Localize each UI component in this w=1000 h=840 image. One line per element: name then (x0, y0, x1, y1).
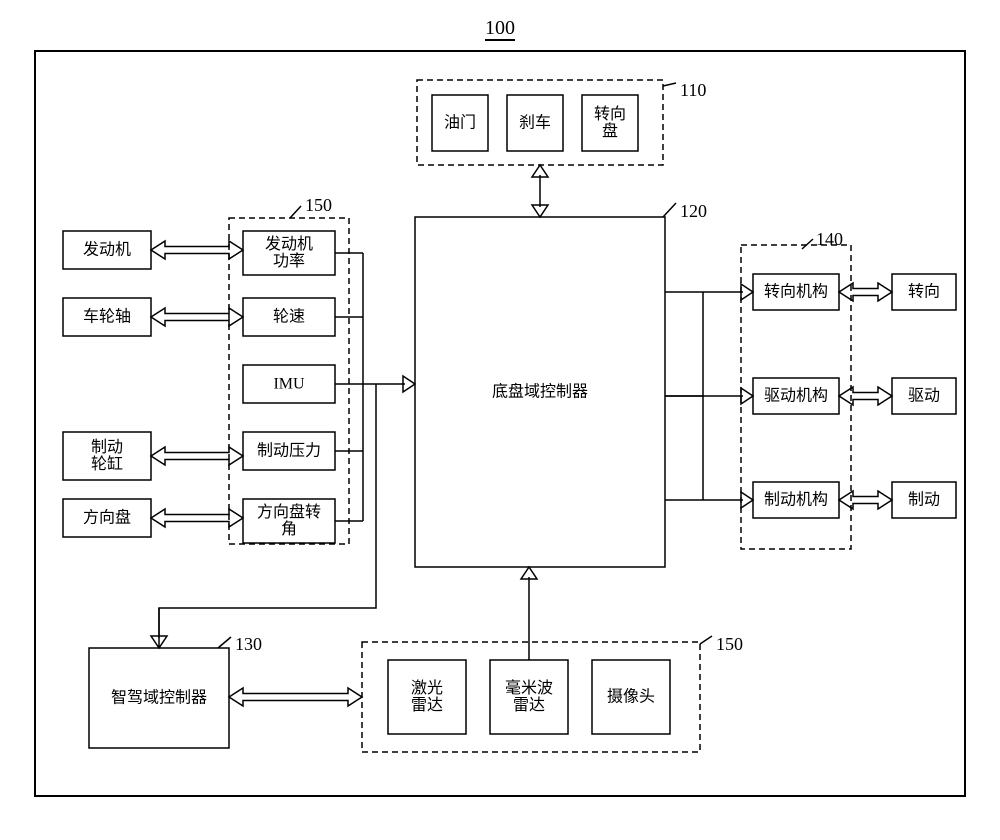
left-sensor-1-label: 轮速 (273, 308, 305, 326)
central-label: 底盘域控制器 (492, 382, 588, 401)
top-item-0-label: 油门 (444, 114, 476, 132)
ref-130: 130 (235, 634, 262, 654)
svg-text:盘: 盘 (602, 121, 618, 140)
smart-drive-label: 智驾域控制器 (111, 689, 207, 707)
ref-140: 140 (816, 229, 843, 249)
svg-text:雷达: 雷达 (411, 696, 443, 714)
right-mech-1-label: 驱动机构 (764, 387, 828, 405)
right-mech-2-label: 制动机构 (764, 491, 828, 509)
left-sensor-3-label: 制动压力 (257, 442, 321, 460)
left-sensor-2-label: IMU (273, 376, 305, 393)
right-target-2-label: 制动 (908, 491, 940, 509)
svg-text:雷达: 雷达 (513, 696, 545, 714)
ref-110: 110 (680, 80, 706, 100)
svg-text:激光: 激光 (411, 679, 443, 697)
diagram-title: 100 (485, 17, 515, 39)
left-source-0-label: 发动机 (83, 241, 131, 259)
right-target-0-label: 转向 (908, 283, 940, 301)
left-source-1-label: 车轮轴 (83, 308, 131, 326)
right-mech-0-label: 转向机构 (764, 283, 828, 301)
svg-text:角: 角 (281, 520, 297, 538)
svg-text:制动: 制动 (91, 438, 123, 456)
svg-text:转向: 转向 (594, 105, 626, 123)
top-item-1-label: 刹车 (519, 114, 551, 132)
ref-120: 120 (680, 201, 707, 221)
ref-150-left: 150 (305, 195, 332, 215)
ref-150-bottom: 150 (716, 634, 743, 654)
bottom-sensor-0-label: 激光雷达 (411, 679, 443, 714)
svg-text:功率: 功率 (273, 252, 305, 270)
right-target-1-label: 驱动 (908, 387, 940, 405)
svg-text:方向盘转: 方向盘转 (257, 502, 321, 521)
left-source-2-label: 制动轮缸 (91, 438, 123, 473)
svg-text:发动机: 发动机 (265, 235, 313, 253)
svg-text:轮缸: 轮缸 (91, 454, 123, 473)
left-source-3-label: 方向盘 (83, 508, 131, 527)
bottom-sensor-2-label: 摄像头 (607, 688, 655, 706)
svg-text:毫米波: 毫米波 (505, 678, 553, 697)
